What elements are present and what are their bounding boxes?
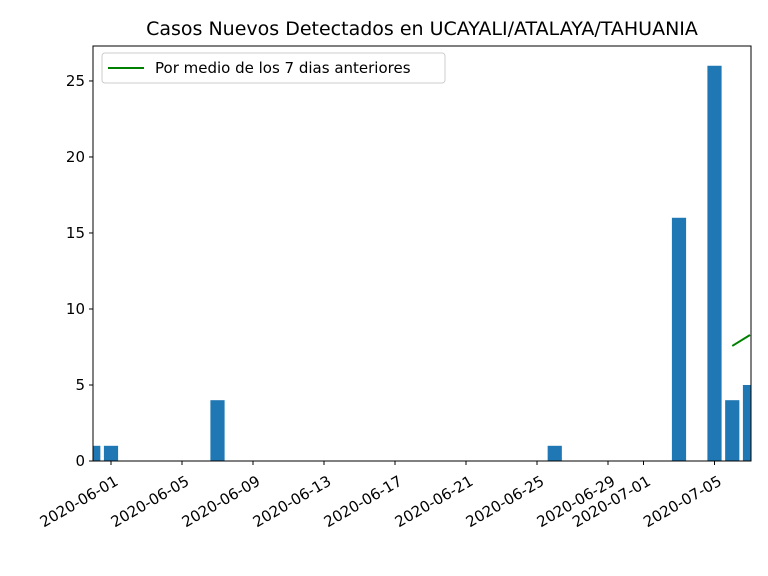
- y-tick-label: 20: [66, 148, 85, 166]
- y-tick-label: 0: [75, 452, 85, 470]
- y-tick-label: 5: [75, 376, 85, 394]
- y-tick-label: 10: [66, 300, 85, 318]
- bars-group: [93, 65, 751, 461]
- bar: [103, 445, 119, 461]
- y-axis: 0 5 10 15 20 25: [66, 72, 93, 470]
- bar: [547, 445, 562, 461]
- legend-box: [101, 52, 446, 84]
- y-tick-label: 15: [66, 224, 85, 242]
- y-tick-label: 25: [66, 72, 85, 90]
- bar: [725, 400, 740, 461]
- legend-label: Por medio de los 7 dias anteriores: [155, 59, 411, 77]
- bar: [210, 400, 225, 461]
- series-line: [731, 334, 751, 347]
- legend: Por medio de los 7 dias anteriores: [101, 52, 446, 84]
- bar: [742, 384, 751, 461]
- chart-title: Casos Nuevos Detectados en UCAYALI/ATALA…: [146, 18, 698, 40]
- bar: [671, 217, 687, 461]
- plot-frame: [92, 45, 752, 462]
- line-group: [731, 334, 751, 347]
- bar: [93, 445, 101, 461]
- bar: [707, 65, 722, 461]
